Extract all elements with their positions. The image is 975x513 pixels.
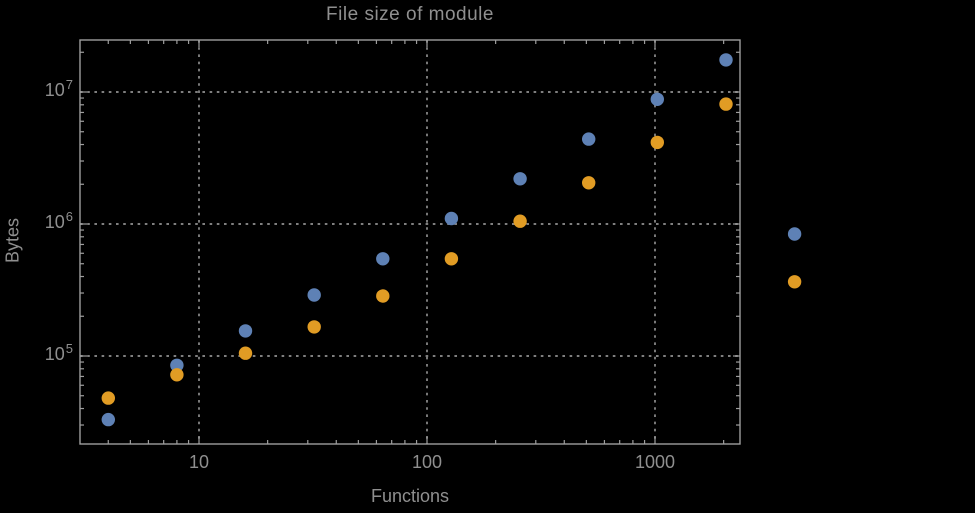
x-axis-label: Functions bbox=[370, 486, 450, 506]
point-blue-256 bbox=[513, 172, 527, 186]
point-blue-64 bbox=[376, 252, 390, 266]
x-tick-label-1000: 1000 bbox=[634, 452, 676, 472]
chart-title: File size of module bbox=[326, 4, 494, 25]
point-blue-512 bbox=[582, 132, 596, 146]
y-tick-label-10e6: 106 bbox=[44, 209, 73, 233]
point-orange-4096 bbox=[787, 275, 802, 289]
point-blue-4096 bbox=[787, 227, 802, 241]
y-tick-exponent: 6 bbox=[65, 209, 73, 224]
x-tick-label-100: 100 bbox=[411, 452, 443, 472]
y-tick-base: 10 bbox=[44, 80, 65, 100]
point-orange-1024 bbox=[650, 135, 664, 150]
y-tick-base: 10 bbox=[44, 212, 65, 232]
point-blue-1024 bbox=[650, 92, 664, 107]
point-blue-4 bbox=[101, 412, 116, 427]
point-blue-2048 bbox=[719, 53, 733, 67]
point-orange-512 bbox=[582, 176, 596, 190]
plot-frame bbox=[79, 39, 741, 445]
point-orange-32 bbox=[307, 320, 321, 334]
y-tick-base: 10 bbox=[44, 344, 65, 364]
point-orange-64 bbox=[376, 289, 390, 303]
point-orange-4 bbox=[101, 391, 116, 405]
point-blue-32 bbox=[307, 288, 321, 302]
point-orange-16 bbox=[238, 346, 253, 360]
y-tick-label-10e5: 105 bbox=[44, 341, 73, 365]
point-blue-16 bbox=[238, 324, 253, 338]
point-orange-128 bbox=[444, 252, 459, 266]
y-tick-exponent: 5 bbox=[65, 341, 73, 356]
point-orange-8 bbox=[170, 368, 184, 382]
point-blue-8 bbox=[170, 358, 184, 372]
point-orange-256 bbox=[513, 214, 527, 228]
point-blue-128 bbox=[444, 211, 459, 226]
x-tick-label-10: 10 bbox=[188, 452, 210, 472]
y-tick-exponent: 7 bbox=[65, 77, 73, 92]
point-orange-2048 bbox=[719, 97, 733, 111]
y-tick-label-10e7: 107 bbox=[44, 77, 73, 101]
